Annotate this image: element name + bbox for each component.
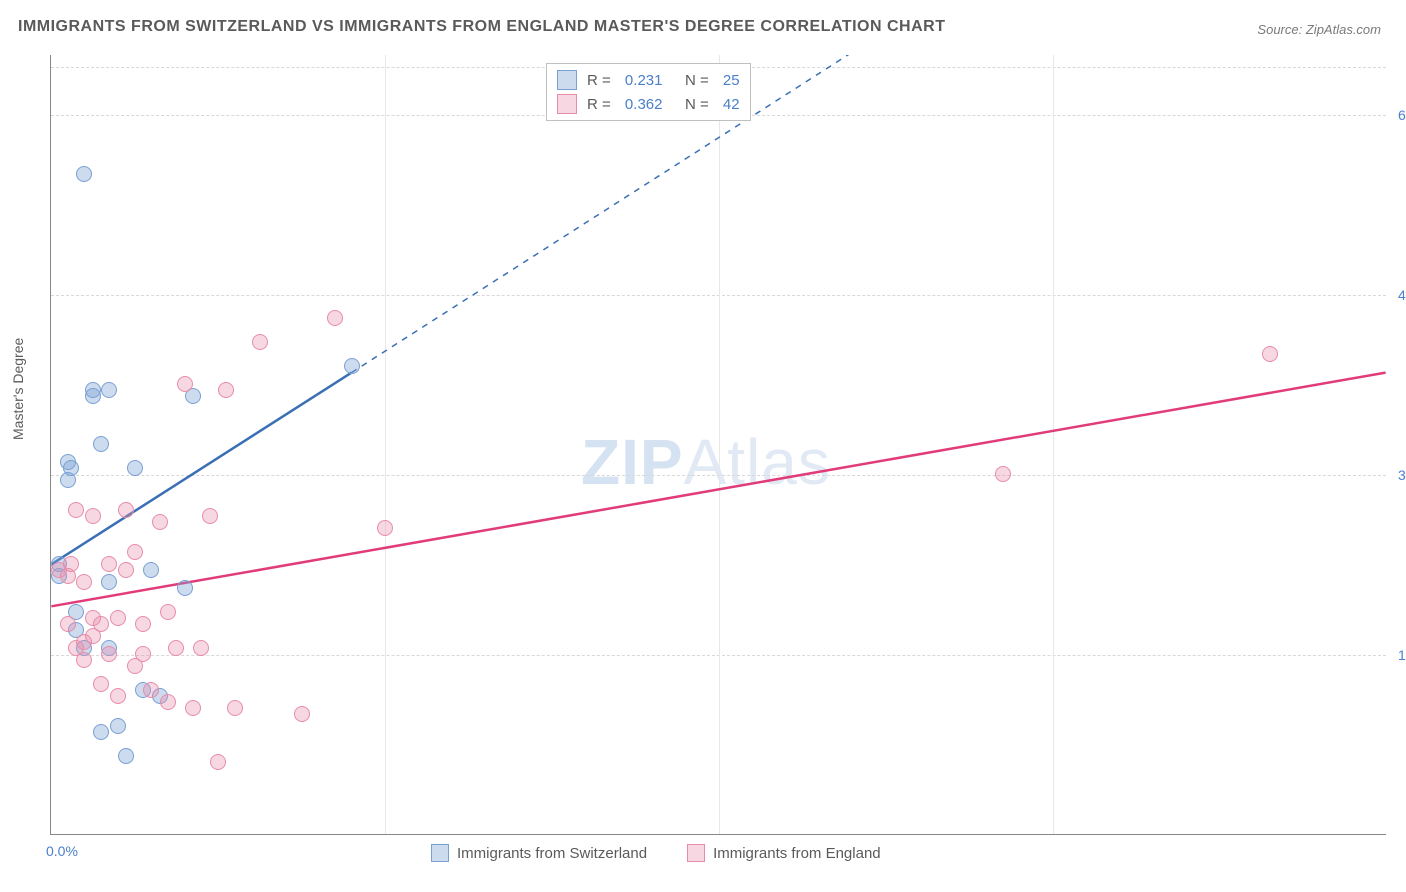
legend-series-label: Immigrants from Switzerland [457, 845, 647, 862]
legend-n-label: N = [672, 96, 708, 113]
data-point [101, 382, 117, 398]
data-point [76, 166, 92, 182]
data-point [93, 436, 109, 452]
data-point [118, 502, 134, 518]
data-point [63, 460, 79, 476]
data-point [193, 640, 209, 656]
legend-swatch [431, 844, 449, 862]
data-point [143, 682, 159, 698]
legend-series-item: Immigrants from England [687, 844, 881, 862]
data-point [252, 334, 268, 350]
legend-correlation-row: R = 0.362 N = 42 [557, 92, 740, 116]
data-point [152, 514, 168, 530]
chart-container: IMMIGRANTS FROM SWITZERLAND VS IMMIGRANT… [0, 0, 1406, 892]
legend-series-item: Immigrants from Switzerland [431, 844, 647, 862]
source-value: ZipAtlas.com [1306, 22, 1381, 37]
legend-swatch [557, 94, 577, 114]
data-point [218, 382, 234, 398]
data-point [101, 556, 117, 572]
source-label: Source: [1257, 22, 1302, 37]
data-point [227, 700, 243, 716]
data-point [85, 508, 101, 524]
legend-n-value: 25 [719, 72, 740, 89]
data-point [110, 718, 126, 734]
plot-area: ZIPAtlas 0.0% 80.0% R = 0.231 N = 25R = … [50, 55, 1386, 835]
legend-r-label: R = [587, 96, 611, 113]
legend-swatch [687, 844, 705, 862]
legend-correlation-row: R = 0.231 N = 25 [557, 68, 740, 92]
legend-r-value: 0.231 [621, 72, 663, 89]
data-point [177, 580, 193, 596]
data-point [135, 646, 151, 662]
y-tick-label: 15.0% [1398, 647, 1406, 663]
legend-n-value: 42 [719, 96, 740, 113]
data-point [85, 388, 101, 404]
y-axis-label: Master's Degree [10, 338, 26, 440]
data-point [118, 562, 134, 578]
legend-series-label: Immigrants from England [713, 845, 881, 862]
data-point [210, 754, 226, 770]
legend-swatch [557, 70, 577, 90]
source-attribution: Source: ZipAtlas.com [1257, 22, 1381, 37]
y-tick-label: 45.0% [1398, 287, 1406, 303]
data-point [110, 610, 126, 626]
data-point [93, 724, 109, 740]
data-point [1262, 346, 1278, 362]
data-point [377, 520, 393, 536]
data-point [995, 466, 1011, 482]
data-point [168, 640, 184, 656]
series-legend: Immigrants from Switzerland Immigrants fr… [431, 844, 881, 862]
data-point [110, 688, 126, 704]
chart-title: IMMIGRANTS FROM SWITZERLAND VS IMMIGRANT… [18, 18, 945, 36]
data-point [76, 574, 92, 590]
watermark-thin: Atlas [684, 426, 831, 498]
data-point [68, 502, 84, 518]
data-point [160, 694, 176, 710]
gridline-v [719, 55, 720, 834]
data-point [327, 310, 343, 326]
x-tick-min: 0.0% [46, 843, 78, 859]
data-point [135, 616, 151, 632]
data-point [127, 460, 143, 476]
data-point [127, 544, 143, 560]
legend-r-label: R = [587, 72, 611, 89]
data-point [101, 646, 117, 662]
data-point [60, 616, 76, 632]
data-point [344, 358, 360, 374]
y-tick-label: 30.0% [1398, 467, 1406, 483]
data-point [76, 652, 92, 668]
data-point [63, 556, 79, 572]
data-point [143, 562, 159, 578]
data-point [294, 706, 310, 722]
gridline-v [1053, 55, 1054, 834]
data-point [160, 604, 176, 620]
gridline-v [385, 55, 386, 834]
data-point [177, 376, 193, 392]
data-point [101, 574, 117, 590]
y-tick-label: 60.0% [1398, 107, 1406, 123]
data-point [118, 748, 134, 764]
data-point [93, 676, 109, 692]
data-point [93, 616, 109, 632]
legend-r-value: 0.362 [621, 96, 663, 113]
watermark: ZIPAtlas [581, 425, 831, 499]
data-point [202, 508, 218, 524]
watermark-bold: ZIP [581, 426, 684, 498]
correlation-legend: R = 0.231 N = 25R = 0.362 N = 42 [546, 63, 751, 121]
data-point [185, 700, 201, 716]
legend-n-label: N = [672, 72, 708, 89]
